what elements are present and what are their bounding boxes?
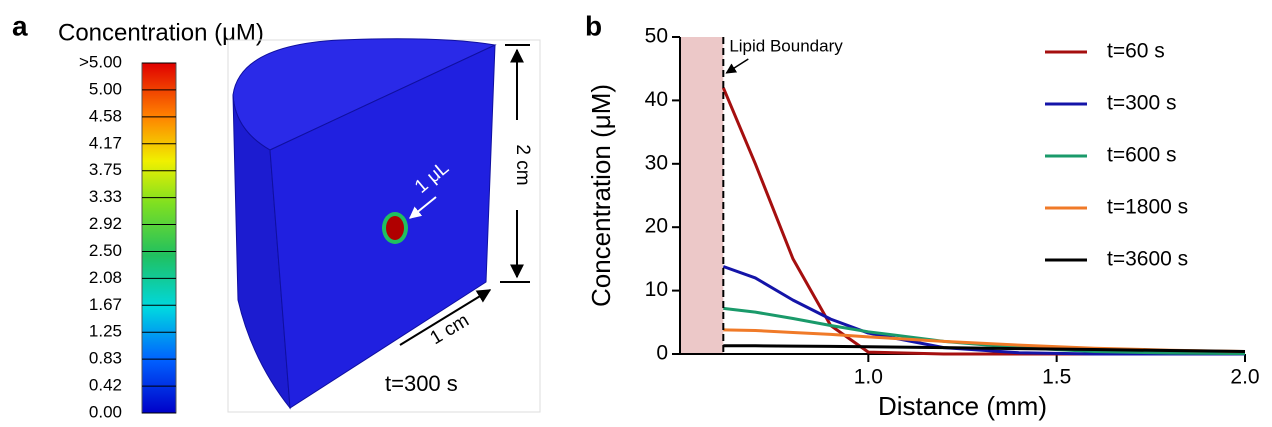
colorbar-tick-label: 3.33 bbox=[89, 187, 122, 206]
x-tick-label: 1.0 bbox=[854, 366, 883, 389]
colorbar-tick-label: >5.00 bbox=[79, 52, 122, 71]
colorbar-tick-label: 2.92 bbox=[89, 214, 122, 233]
colorbar-tick-label: 2.50 bbox=[89, 241, 122, 260]
droplet-arrow bbox=[409, 196, 437, 219]
annotation: Lipid Boundary bbox=[729, 36, 843, 55]
y-axis-title: Concentration (μM) bbox=[586, 84, 616, 307]
y-tick-label: 20 bbox=[645, 215, 668, 238]
legend-label: t=1800 s bbox=[1107, 196, 1188, 219]
series-line bbox=[721, 87, 1245, 356]
lipid-region bbox=[680, 37, 724, 354]
droplet bbox=[386, 216, 404, 240]
colorbar-tick-label: 5.00 bbox=[89, 79, 122, 98]
colorbar-tick-label: 1.67 bbox=[89, 295, 122, 314]
series-line bbox=[722, 265, 1245, 356]
legend-label: t=600 s bbox=[1107, 144, 1176, 167]
series-line bbox=[723, 306, 1246, 356]
colorbar-tick-label: 0.00 bbox=[89, 402, 122, 421]
colorbar-title: Concentration (μM) bbox=[58, 19, 264, 46]
colorbar-tick-label: 0.83 bbox=[89, 349, 122, 368]
y-tick-label: 30 bbox=[645, 151, 668, 174]
y-tick-label: 40 bbox=[645, 88, 668, 111]
height-label: 2 cm bbox=[512, 144, 533, 185]
colorbar-tick-label: 0.42 bbox=[89, 376, 122, 395]
y-tick-label: 0 bbox=[656, 342, 668, 365]
y-tick-label: 50 bbox=[645, 25, 668, 48]
colorbar-tick-label: 4.17 bbox=[89, 133, 122, 152]
series-line bbox=[723, 344, 1246, 353]
legend-label: t=60 s bbox=[1107, 40, 1165, 63]
y-tick-label: 10 bbox=[645, 278, 668, 301]
colorbar-tick-label: 4.58 bbox=[89, 106, 122, 125]
dim-arrow bbox=[399, 289, 492, 346]
x-axis-title: Distance (mm) bbox=[878, 391, 1047, 421]
colorbar-tick-label: 3.75 bbox=[89, 160, 122, 179]
time-label: t=300 s bbox=[385, 371, 458, 396]
curved-face bbox=[232, 94, 291, 410]
annotation-arrow bbox=[725, 58, 749, 74]
legend-label: t=300 s bbox=[1107, 92, 1176, 115]
x-tick-label: 2.0 bbox=[1230, 366, 1259, 389]
legend-label: t=3600 s bbox=[1107, 248, 1188, 271]
panel-label: b bbox=[585, 10, 602, 41]
x-tick-label: 1.5 bbox=[1042, 366, 1071, 389]
colorbar-tick-label: 2.08 bbox=[89, 268, 122, 287]
panel-label: a bbox=[12, 10, 28, 41]
colorbar-tick-label: 1.25 bbox=[89, 322, 122, 341]
colorbar bbox=[141, 62, 177, 414]
